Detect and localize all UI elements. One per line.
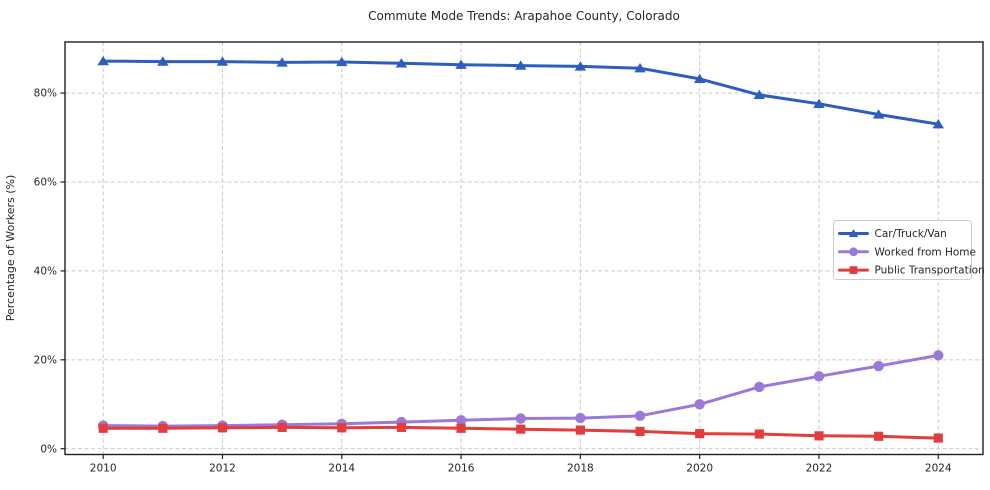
legend-box <box>833 220 972 280</box>
legend-item-public-transportation: Public Transportation <box>838 265 985 277</box>
x-tick-label: 2012 <box>209 463 236 475</box>
data-point-car-truck-van <box>216 56 229 66</box>
data-point-car-truck-van <box>336 56 348 67</box>
axis-layer: 2010 2012 2014 2016 2018 2020 2022 2024 0% 20% 40%… <box>34 41 984 475</box>
data-point-worked-from-home <box>455 415 467 426</box>
legend-item-car-truck-van: Car/Truck/Van <box>838 228 947 240</box>
data-point-car-truck-van <box>753 89 766 100</box>
data-point-public-transportation <box>754 429 764 439</box>
data-point-car-truck-van <box>157 56 169 66</box>
x-tick-label: 2010 <box>90 463 117 475</box>
y-tick-label: 40% <box>34 266 57 278</box>
data-point-worked-from-home <box>694 399 705 410</box>
data-point-public-transportation <box>337 423 347 433</box>
data-point-public-transportation <box>814 431 824 441</box>
data-point-car-truck-van <box>514 60 527 70</box>
data-point-worked-from-home <box>515 413 526 424</box>
legend-label: Public Transportation <box>875 265 985 277</box>
series-layer <box>97 55 944 443</box>
data-point-worked-from-home <box>575 412 586 424</box>
legend-marker-triangle <box>848 229 859 238</box>
x-tick-label: 2014 <box>328 463 355 475</box>
data-point-car-truck-van <box>574 61 587 71</box>
y-tick-label: 0% <box>40 443 57 455</box>
data-point-public-transportation <box>158 423 168 433</box>
data-point-worked-from-home <box>933 350 944 361</box>
data-point-public-transportation <box>575 425 585 435</box>
data-point-worked-from-home <box>873 360 884 372</box>
data-point-public-transportation <box>874 431 884 441</box>
data-point-public-transportation <box>456 423 466 433</box>
data-point-car-truck-van <box>97 55 109 66</box>
data-point-worked-from-home <box>754 381 765 393</box>
x-tick-label: 2016 <box>448 463 475 475</box>
legend-label: Car/Truck/Van <box>875 228 947 240</box>
y-tick-label: 20% <box>34 354 57 366</box>
data-point-car-truck-van <box>693 73 706 84</box>
data-point-car-truck-van <box>872 109 885 119</box>
data-point-public-transportation <box>277 422 287 432</box>
grid-layer <box>65 42 983 455</box>
data-point-car-truck-van <box>634 63 646 73</box>
legend: Car/Truck/Van Worked from Home Public Tran… <box>833 220 985 280</box>
y-tick-label: 60% <box>34 177 57 189</box>
data-point-public-transportation <box>98 423 108 433</box>
x-tick-label: 2020 <box>686 463 713 475</box>
data-point-public-transportation <box>516 424 526 434</box>
legend-marker-circle <box>849 247 858 257</box>
data-point-public-transportation <box>635 426 645 436</box>
chart-title: Commute Mode Trends: Arapahoe County, Co… <box>368 9 680 23</box>
legend-marker-square <box>849 266 858 274</box>
data-point-public-transportation <box>217 423 228 433</box>
data-point-public-transportation <box>933 433 943 443</box>
data-point-worked-from-home <box>813 371 825 382</box>
data-point-worked-from-home <box>634 410 646 422</box>
plot-border <box>64 41 984 456</box>
legend-item-worked-from-home: Worked from Home <box>838 246 976 258</box>
y-axis-label: Percentage of Workers (%) <box>4 175 17 322</box>
x-tick-label: 2018 <box>567 463 594 475</box>
x-tick-label: 2024 <box>925 463 952 475</box>
x-tick-label: 2022 <box>806 463 833 475</box>
data-point-car-truck-van <box>932 119 944 129</box>
data-point-public-transportation <box>695 429 705 439</box>
data-point-car-truck-van <box>276 57 288 67</box>
data-point-public-transportation <box>396 422 406 432</box>
data-point-car-truck-van <box>813 98 825 108</box>
data-point-car-truck-van <box>395 58 408 68</box>
legend-label: Worked from Home <box>875 246 976 258</box>
y-tick-label: 80% <box>34 88 57 100</box>
data-point-car-truck-van <box>455 59 467 69</box>
